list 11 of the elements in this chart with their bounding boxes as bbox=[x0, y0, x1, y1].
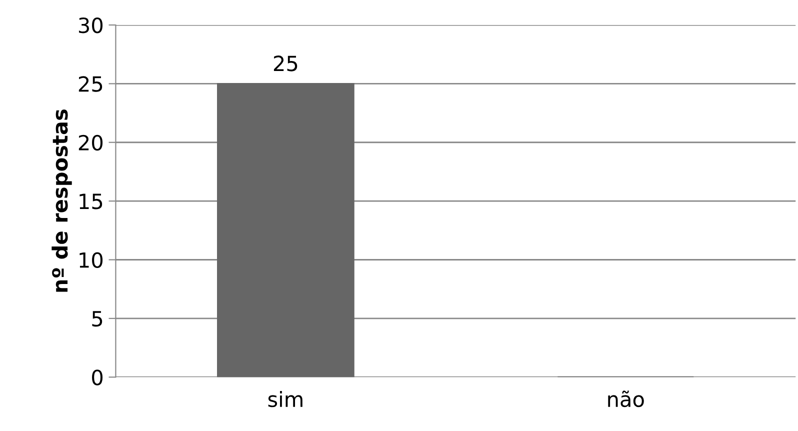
y-tick-label: 15 bbox=[80, 194, 102, 210]
y-tick-label: 10 bbox=[80, 252, 103, 268]
data-label: 25 bbox=[274, 56, 298, 72]
y-tick-label: 20 bbox=[78, 134, 103, 151]
y-axis-title: nº de respostas bbox=[52, 110, 72, 292]
x-tick-label: não bbox=[608, 390, 644, 408]
y-tick-label: 25 bbox=[78, 76, 102, 92]
y-tick-label: 5 bbox=[92, 311, 102, 327]
y-tick-label: 0 bbox=[92, 370, 103, 386]
y-tick-label: 30 bbox=[78, 17, 103, 34]
x-tick-label: sim bbox=[268, 391, 302, 408]
